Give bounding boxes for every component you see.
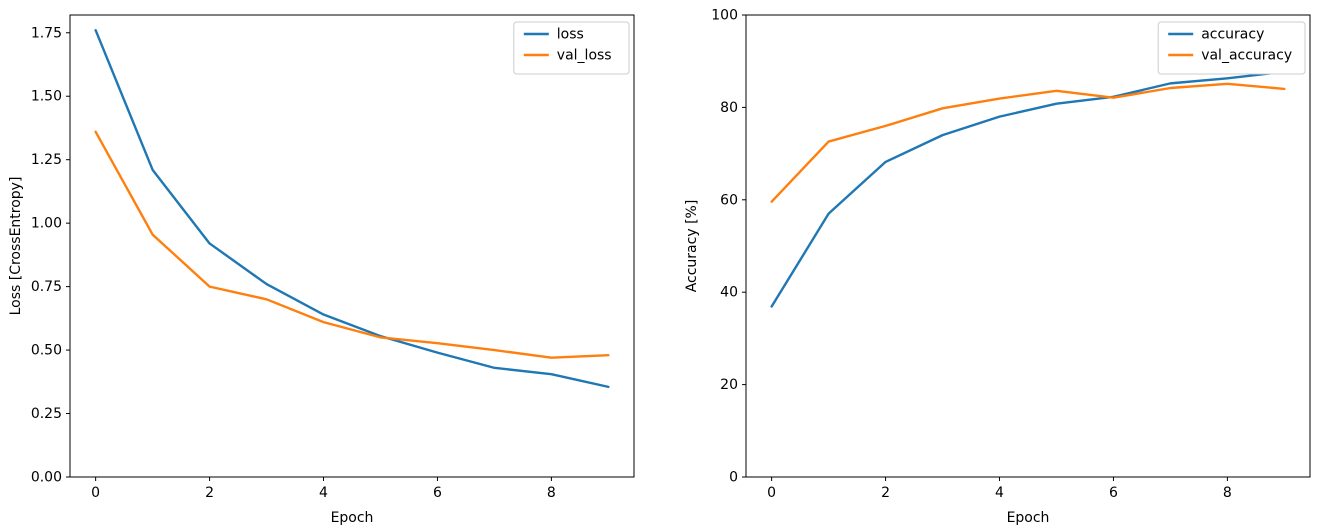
legend-label-val_loss: val_loss — [557, 48, 612, 64]
x-tick-label: 2 — [881, 485, 890, 501]
x-tick-label: 6 — [433, 485, 442, 501]
y-tick-label: 20 — [720, 377, 738, 393]
x-axis-label: Epoch — [1007, 510, 1050, 526]
legend: accuracy val_accuracy — [1157, 21, 1306, 75]
accuracy-line — [770, 70, 1286, 308]
legend-box — [1157, 21, 1306, 75]
loss-subplot: 0 2 4 6 8 0.00 0.25 0.50 0.75 1.00 1.25 1.50 1.75 Epo… — [8, 14, 635, 526]
x-tick-label: 4 — [319, 485, 328, 501]
x-tick-label: 2 — [205, 485, 214, 501]
y-tick-label: 1.50 — [31, 89, 62, 105]
y-axis-label: Loss [CrossEntropy] — [8, 177, 24, 316]
legend: loss val_loss — [513, 21, 630, 75]
y-axis-label: Accuracy [%] — [684, 200, 700, 293]
y-tick-label: 40 — [720, 285, 738, 301]
y-tick-label: 0.25 — [31, 406, 62, 422]
axes-spines — [745, 14, 1311, 478]
y-tick-label: 0.75 — [31, 279, 62, 295]
x-tick-label: 0 — [91, 485, 100, 501]
y-tick-label: 1.00 — [31, 216, 62, 232]
x-tick-label: 0 — [767, 485, 776, 501]
y-tick-label: 60 — [720, 192, 738, 208]
loss-line — [94, 29, 610, 389]
loss-chart: 0 2 4 6 8 0.00 0.25 0.50 0.75 1.00 1.25 1.50 1.75 Epo… — [8, 14, 635, 526]
x-axis-label: Epoch — [331, 510, 374, 526]
val_loss-line — [94, 130, 610, 359]
legend-label-loss: loss — [557, 27, 584, 43]
y-tick-label: 0.00 — [31, 470, 62, 486]
val_accuracy-line — [770, 82, 1286, 203]
legend-label-val_accuracy: val_accuracy — [1201, 48, 1292, 64]
legend-label-accuracy: accuracy — [1201, 27, 1264, 43]
x-tick-label: 8 — [1223, 485, 1232, 501]
y-tick-label: 1.75 — [31, 25, 62, 41]
x-tick-label: 4 — [995, 485, 1004, 501]
accuracy-subplot: 0 2 4 6 8 0 20 40 60 80 100 Epoch Accuracy [%] accura… — [660, 0, 1320, 530]
y-tick-label: 0.50 — [31, 343, 62, 359]
y-tick-label: 1.25 — [31, 152, 62, 168]
y-tick-label: 100 — [711, 8, 738, 24]
y-tick-label: 0 — [729, 470, 738, 486]
x-tick-label: 6 — [1109, 485, 1118, 501]
y-tick-label: 80 — [720, 100, 738, 116]
x-tick-label: 8 — [547, 485, 556, 501]
axes-spines — [69, 14, 635, 478]
